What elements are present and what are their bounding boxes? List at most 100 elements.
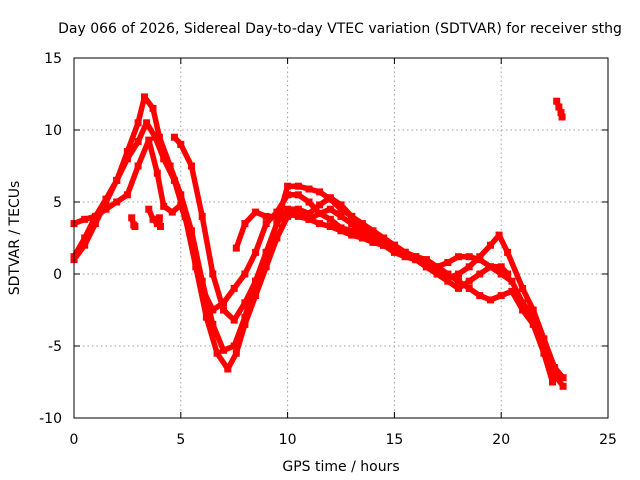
data-point [123, 155, 131, 163]
data-point [252, 248, 260, 256]
y-tick-label: -5 [48, 339, 62, 355]
data-point [390, 244, 398, 252]
data-point [422, 256, 430, 264]
data-point [262, 248, 270, 256]
data-point [380, 234, 388, 242]
y-tick-label: -10 [39, 411, 62, 427]
data-point [220, 306, 227, 314]
data-point [487, 263, 494, 271]
data-point [504, 270, 512, 278]
data-point [555, 103, 563, 111]
data-point [326, 195, 334, 203]
data-point [273, 234, 281, 242]
data-point [209, 270, 217, 278]
series-segment-b [145, 205, 164, 230]
data-point [220, 346, 227, 354]
data-point [558, 113, 566, 121]
data-point [348, 212, 356, 220]
series-curve-5 [232, 208, 462, 285]
data-point [316, 210, 324, 217]
data-point [153, 169, 161, 177]
y-axis-label: SDTVAR / TECUs [7, 181, 23, 296]
data-point [157, 223, 164, 230]
data-point [128, 214, 136, 222]
data-point [337, 201, 345, 209]
data-point [241, 320, 249, 328]
data-point [232, 244, 240, 252]
data-point [294, 212, 302, 220]
data-point [284, 205, 292, 213]
data-point [91, 220, 99, 228]
data-point [81, 241, 89, 249]
data-point [557, 109, 565, 117]
data-point [529, 306, 537, 314]
data-point [337, 205, 345, 213]
data-point [551, 371, 559, 379]
data-point [401, 248, 409, 256]
data-point [316, 201, 324, 209]
y-tick-label: 15 [44, 51, 62, 67]
data-point [188, 162, 195, 170]
data-point [495, 231, 503, 239]
data-point [358, 220, 366, 228]
data-point [232, 349, 240, 357]
data-point [198, 212, 206, 220]
data-point [358, 234, 366, 242]
data-point [252, 277, 260, 285]
data-point [273, 212, 281, 220]
series-curve-4 [170, 133, 512, 324]
data-point [465, 284, 473, 292]
data-point [262, 212, 270, 220]
data-point [455, 270, 462, 278]
x-tick-label: 10 [279, 432, 297, 448]
data-point [540, 349, 548, 357]
plot-frame [73, 57, 609, 419]
data-point [433, 270, 441, 278]
data-point [497, 270, 505, 278]
data-point [273, 220, 281, 228]
data-point [134, 138, 142, 145]
data-point [412, 253, 420, 261]
data-point [102, 195, 110, 203]
data-point [316, 188, 324, 196]
data-point [145, 205, 153, 213]
data-point [487, 296, 494, 304]
data-point [284, 210, 292, 217]
data-point [305, 185, 313, 193]
data-point [145, 136, 153, 144]
axis-ticks [73, 57, 609, 419]
data-point [123, 148, 131, 156]
data-point [444, 277, 452, 285]
data-point [177, 140, 185, 148]
data-point [476, 270, 484, 278]
series-layer [70, 93, 567, 390]
y-tick-label: 5 [53, 195, 62, 211]
data-point [160, 202, 168, 210]
series-line [71, 120, 566, 381]
data-point [348, 220, 356, 228]
data-point [149, 215, 157, 223]
data-point [497, 292, 505, 300]
data-point [294, 191, 302, 199]
data-point [369, 227, 377, 235]
data-point [241, 220, 249, 228]
data-point [476, 292, 484, 300]
data-point [326, 215, 334, 223]
data-point [198, 284, 206, 292]
data-point [81, 215, 89, 223]
data-point [508, 277, 516, 285]
data-point [113, 176, 121, 184]
data-point [455, 253, 462, 261]
x-tick-labels: 0 5 10 15 20 25 [70, 432, 617, 448]
data-point [224, 365, 232, 373]
data-point [202, 313, 210, 321]
data-point [209, 320, 217, 328]
data-point [241, 299, 249, 307]
data-point [476, 253, 484, 261]
data-point [294, 205, 302, 213]
data-point [519, 284, 527, 292]
data-point [155, 133, 163, 141]
data-point [401, 253, 409, 261]
data-point [141, 93, 148, 101]
